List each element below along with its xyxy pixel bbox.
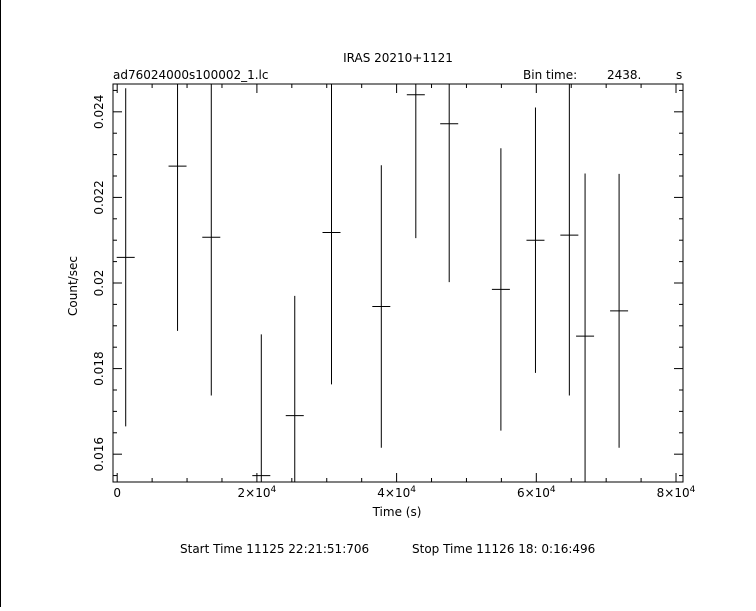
data-point: [322, 84, 341, 385]
plot-axes: 0 2×104 4×104 6×104 8×104 0.016 0.018 0.02 0.022…: [92, 83, 696, 500]
y-tick-label: 0.018: [92, 351, 106, 385]
data-point: [372, 165, 391, 448]
bin-time-unit: s: [676, 68, 682, 82]
data-point: [610, 173, 629, 448]
data-point: [491, 148, 510, 431]
x-tick-label: 6×104: [517, 485, 556, 500]
data-point: [440, 84, 459, 283]
data-point: [252, 334, 271, 482]
bin-time-value: 2438.: [607, 68, 641, 82]
data-point: [168, 84, 187, 331]
start-time-text: Start Time 11125 22:21:51:706: [180, 542, 369, 556]
chart-title: IRAS 20210+1121: [343, 51, 453, 65]
bin-time-label: Bin time:: [523, 68, 577, 82]
y-axis-label: Count/sec: [66, 256, 80, 316]
x-tick-label: 8×104: [657, 485, 696, 500]
data-point: [285, 295, 304, 482]
x-axis-label: Time (s): [372, 505, 422, 519]
x-tick-label: 4×104: [377, 485, 416, 500]
plot-frame: [112, 83, 684, 483]
stop-time-text: Stop Time 11126 18: 0:16:496: [412, 542, 595, 556]
x-tick-label: 0: [113, 486, 121, 500]
data-point: [202, 84, 221, 396]
data-point: [406, 84, 425, 239]
data-point: [576, 173, 595, 482]
data-points: [116, 84, 629, 482]
y-tick-label: 0.024: [92, 95, 106, 129]
x-tick-label: 2×104: [238, 485, 277, 500]
data-point: [560, 84, 579, 396]
file-label: ad76024000s100002_1.lc: [113, 68, 269, 82]
y-tick-label: 0.016: [92, 437, 106, 471]
data-point: [526, 107, 545, 373]
y-tick-label: 0.022: [92, 180, 106, 214]
data-point: [116, 88, 135, 427]
y-tick-label: 0.02: [92, 270, 106, 297]
